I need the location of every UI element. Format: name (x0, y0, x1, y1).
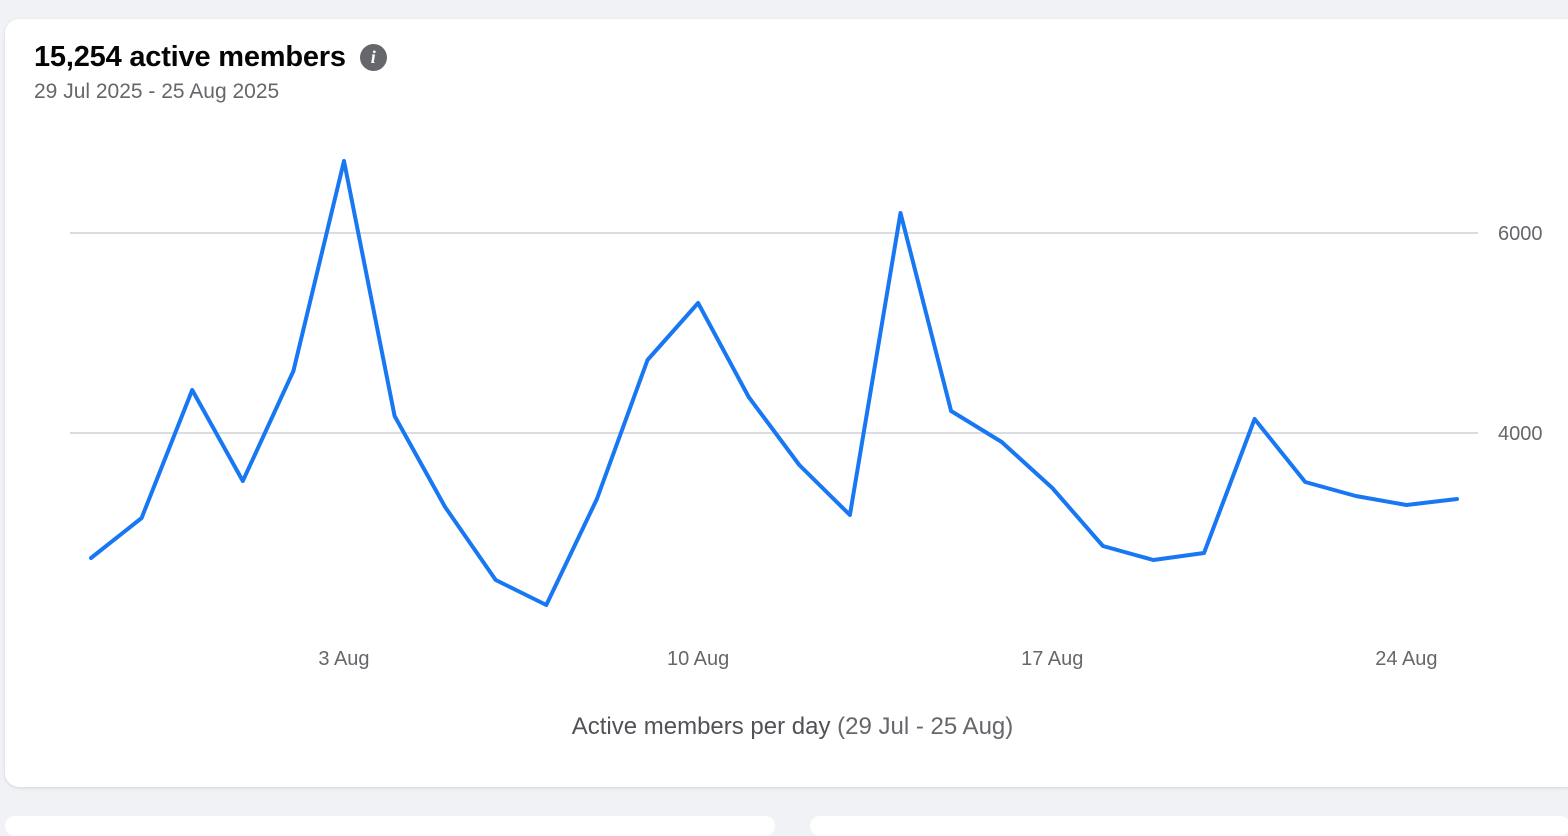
y-tick-label: 4000 (1498, 423, 1543, 445)
data-point[interactable]: 6 Aug: 2530 (490, 574, 502, 586)
data-point[interactable]: 17 Aug: 3450 (1046, 482, 1058, 494)
active-members-card: 15,254 active members i 29 Jul 2025 - 25… (5, 19, 1568, 787)
data-point[interactable]: 13 Aug: 3180 (844, 509, 856, 521)
data-point[interactable]: 19 Aug: 2730 (1147, 554, 1159, 566)
series-line-active-members[interactable] (89, 159, 1459, 607)
data-point[interactable]: 8 Aug: 3340 (591, 493, 603, 505)
data-point[interactable]: 7 Aug: 2280 (540, 599, 552, 611)
data-point[interactable]: 29 Jul: 2750 (85, 552, 97, 564)
data-point[interactable]: 3 Aug: 6720 (338, 155, 350, 167)
x-tick-label: 17 Aug (1021, 648, 1083, 670)
next-card-right (810, 816, 1568, 836)
data-point[interactable]: 14 Aug: 6200 (894, 207, 906, 219)
data-point[interactable]: 24 Aug: 3280 (1400, 499, 1412, 511)
data-point[interactable]: 9 Aug: 4730 (642, 354, 654, 366)
date-range: 29 Jul 2025 - 25 Aug 2025 (34, 80, 280, 103)
x-tick-label: 3 Aug (318, 648, 369, 670)
data-point[interactable]: 23 Aug: 3370 (1350, 490, 1362, 502)
data-point[interactable]: 25 Aug: 3340 (1451, 493, 1463, 505)
card-header: 15,254 active members i 29 Jul 2025 - 25… (34, 41, 387, 104)
data-point[interactable]: 16 Aug: 3910 (996, 436, 1008, 448)
data-point[interactable]: 11 Aug: 4360 (743, 391, 755, 403)
data-point[interactable]: 18 Aug: 2870 (1097, 540, 1109, 552)
data-point[interactable]: 12 Aug: 3680 (793, 459, 805, 471)
card-title: 15,254 active members (34, 41, 346, 73)
next-card-left (5, 816, 775, 836)
x-tick-label: 10 Aug (667, 648, 729, 670)
chart-caption: Active members per day (29 Jul - 25 Aug) (5, 713, 1568, 741)
caption-range: (29 Jul - 25 Aug) (837, 713, 1014, 740)
data-point[interactable]: 4 Aug: 4170 (389, 410, 401, 422)
line-chart: 4000 6000 3 Aug 10 Aug 17 Aug 24 Aug 29 Jul: 2… (70, 155, 1543, 670)
data-point[interactable]: 22 Aug: 3510 (1299, 476, 1311, 488)
data-point[interactable]: 2 Aug: 4620 (287, 365, 299, 377)
caption-main: Active members per day (571, 713, 831, 740)
data-point[interactable]: 20 Aug: 2800 (1198, 547, 1210, 559)
data-point[interactable]: 30 Jul: 3150 (136, 512, 148, 524)
data-point[interactable]: 21 Aug: 4140 (1249, 413, 1261, 425)
data-point[interactable]: 10 Aug: 5300 (692, 297, 704, 309)
data-point[interactable]: 5 Aug: 3260 (439, 501, 451, 513)
x-tick-label: 24 Aug (1375, 648, 1437, 670)
data-point[interactable]: 31 Jul: 4430 (186, 384, 198, 396)
info-icon[interactable]: i (359, 44, 387, 71)
title-row: 15,254 active members i (34, 41, 387, 74)
data-point[interactable]: 15 Aug: 4220 (945, 405, 957, 417)
data-point[interactable]: 1 Aug: 3520 (237, 475, 249, 487)
y-tick-label: 6000 (1498, 223, 1543, 245)
